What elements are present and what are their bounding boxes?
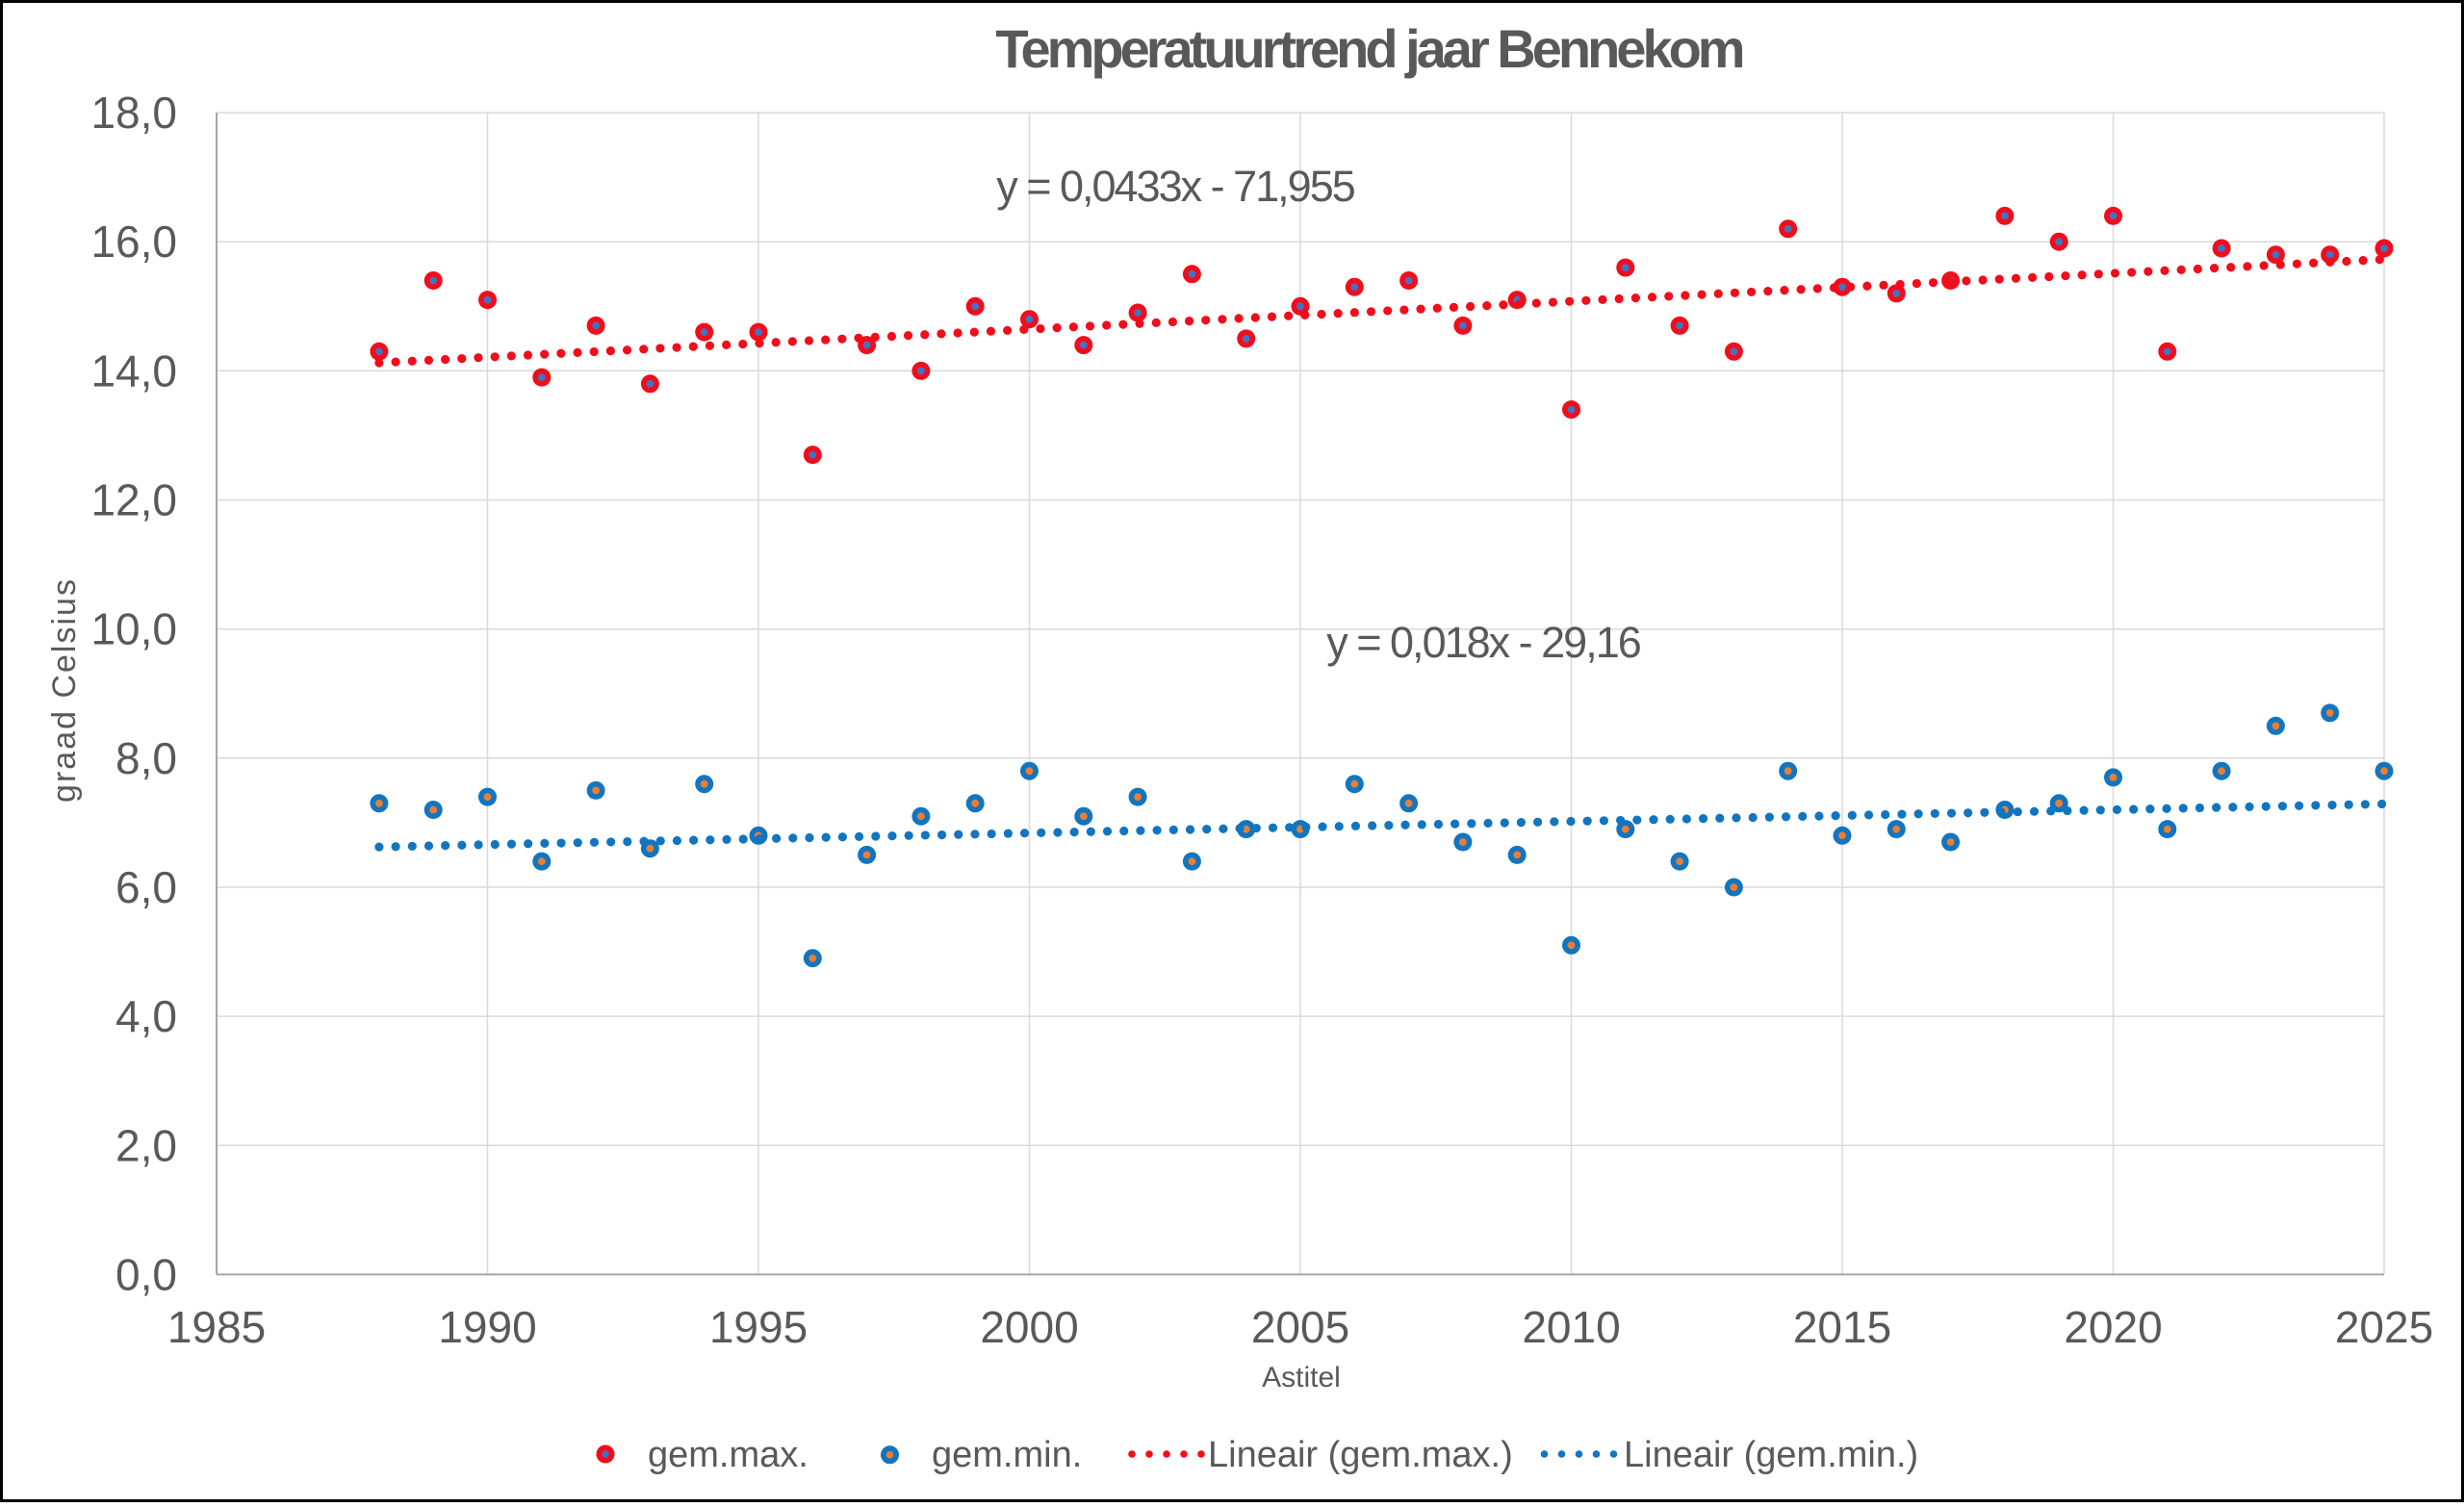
- svg-text:gem.min.: gem.min.: [932, 1435, 1082, 1475]
- svg-text:Lineair (gem.max.): Lineair (gem.max.): [1208, 1435, 1513, 1475]
- svg-text:2025: 2025: [2335, 1302, 2433, 1352]
- svg-text:graad Celsius: graad Celsius: [46, 577, 83, 803]
- svg-text:Temperatuurtrend jaar Bennekom: Temperatuurtrend jaar Bennekom: [995, 18, 1742, 79]
- svg-text:2005: 2005: [1251, 1302, 1349, 1352]
- svg-text:2,0: 2,0: [116, 1120, 177, 1170]
- svg-text:10,0: 10,0: [90, 604, 177, 654]
- svg-text:0,0: 0,0: [116, 1249, 177, 1299]
- svg-text:1985: 1985: [167, 1302, 266, 1352]
- svg-text:2020: 2020: [2064, 1302, 2162, 1352]
- svg-text:gem.max.: gem.max.: [648, 1435, 808, 1475]
- svg-text:4,0: 4,0: [116, 991, 177, 1041]
- svg-text:y = 0,018x - 29,16: y = 0,018x - 29,16: [1326, 618, 1640, 667]
- svg-text:1990: 1990: [438, 1302, 536, 1352]
- svg-text:2015: 2015: [1793, 1302, 1891, 1352]
- svg-text:1995: 1995: [709, 1302, 808, 1352]
- svg-text:18,0: 18,0: [90, 88, 177, 138]
- svg-text:12,0: 12,0: [90, 475, 177, 525]
- svg-text:2000: 2000: [980, 1302, 1078, 1352]
- svg-text:y = 0,0433x - 71,955: y = 0,0433x - 71,955: [996, 162, 1355, 211]
- svg-text:16,0: 16,0: [90, 217, 177, 267]
- svg-text:6,0: 6,0: [116, 862, 177, 912]
- svg-text:8,0: 8,0: [116, 733, 177, 783]
- svg-text:2010: 2010: [1522, 1302, 1620, 1352]
- svg-text:14,0: 14,0: [90, 345, 177, 396]
- svg-text:Astitel: Astitel: [1262, 1362, 1341, 1393]
- svg-text:Lineair (gem.min.): Lineair (gem.min.): [1624, 1435, 1918, 1475]
